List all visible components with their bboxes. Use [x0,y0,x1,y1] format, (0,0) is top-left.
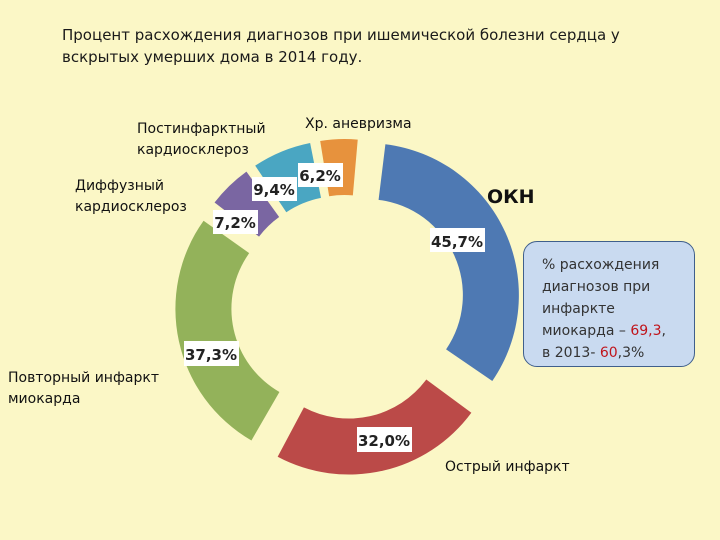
svg-text:37,3%: 37,3% [185,346,237,364]
chart-title-line2: вскрытых умерших дома в 2014 году. [62,48,363,66]
category-label-postinfarct-line1: Постинфарктный [137,121,266,137]
svg-text:9,4%: 9,4% [253,181,295,199]
value-label-postinfarct: 9,4% [252,177,297,201]
svg-text:7,2%: 7,2% [214,214,256,232]
donut-slices [175,139,519,475]
note-line5: в 2013- 60,3% [542,345,645,361]
value-label-aneurysm: 6,2% [298,163,343,187]
slice-diffuse [214,171,280,237]
note-value-2013: 60 [599,345,618,361]
category-label-acute: Острый инфаркт [445,459,570,475]
value-label-okn: 45,7% [430,228,485,252]
note-line4: миокарда – 69,3, [542,323,666,339]
note-line1: % расхождения [542,257,660,273]
value-label-diffuse: 7,2% [213,210,258,234]
note-value-2014: 69,3 [630,323,662,339]
value-label-acute: 32,0% [357,427,412,452]
category-label-repeat-line2: миокарда [8,391,80,407]
chart-title-line1: Процент расхождения диагнозов при ишемич… [62,26,620,44]
category-label-postinfarct-line2: кардиосклероз [137,142,249,158]
note-line3: инфаркте [542,301,615,317]
category-label-repeat-line1: Повторный инфаркт [8,370,159,386]
note-box: % расхождения диагнозов при инфаркте мио… [523,241,695,367]
center-label-okn: ОКН [487,186,535,208]
slice-repeat [175,220,280,441]
value-label-repeat: 37,3% [184,341,239,366]
svg-text:6,2%: 6,2% [299,167,341,185]
slice-okn [378,144,519,381]
category-label-aneurysm: Хр. аневризма [305,116,412,132]
note-line2: диагнозов при [542,279,651,295]
svg-text:32,0%: 32,0% [358,432,410,450]
chart-title: Процент расхождения диагнозов при ишемич… [62,24,662,68]
category-label-diffuse-line1: Диффузный [75,178,164,194]
category-label-diffuse-line2: кардиосклероз [75,199,187,215]
svg-text:45,7%: 45,7% [431,233,483,251]
